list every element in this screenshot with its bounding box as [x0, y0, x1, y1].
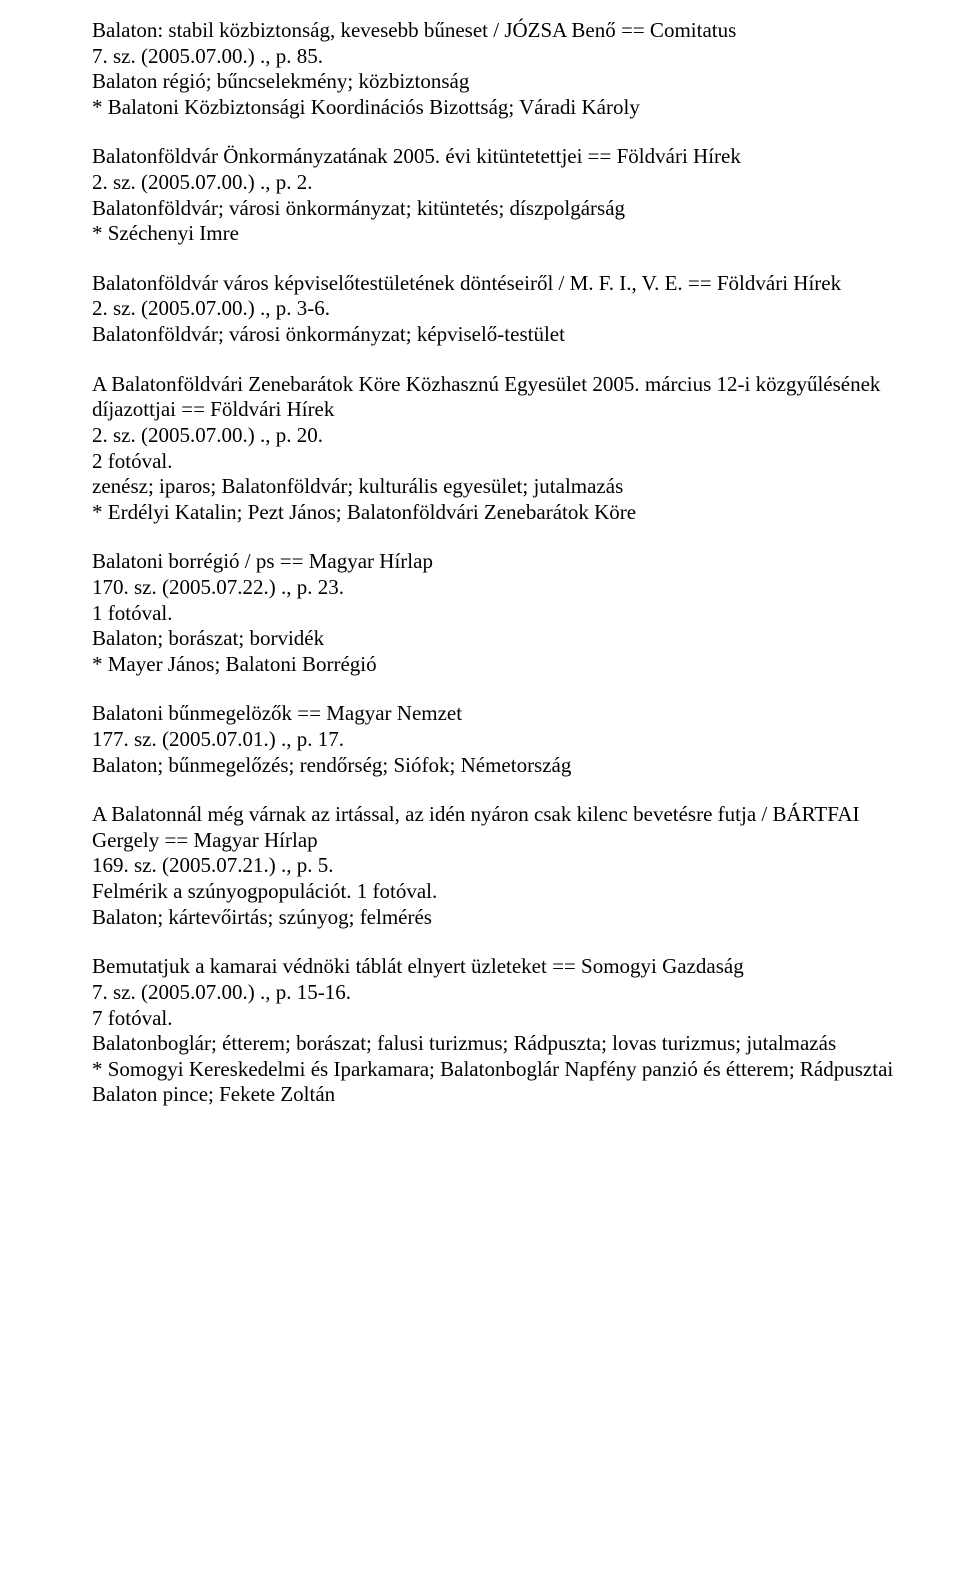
- bibliography-entry: Balatoni bűnmegelözők == Magyar Nemzet17…: [92, 701, 900, 778]
- bibliography-entry: Balatoni borrégió / ps == Magyar Hírlap1…: [92, 549, 900, 677]
- entry-line: * Balatoni Közbiztonsági Koordinációs Bi…: [92, 95, 900, 121]
- entry-line: Balaton régió; bűncselekmény; közbiztons…: [92, 69, 900, 95]
- entry-line: * Somogyi Kereskedelmi és Iparkamara; Ba…: [92, 1057, 900, 1108]
- entry-line: Felmérik a szúnyogpopulációt. 1 fotóval.: [92, 879, 900, 905]
- bibliography-entry: Balatonföldvár város képviselőtestületén…: [92, 271, 900, 348]
- document-page: Balaton: stabil közbiztonság, kevesebb b…: [0, 0, 960, 1148]
- entry-line: 169. sz. (2005.07.21.) ., p. 5.: [92, 853, 900, 879]
- entry-line: 2. sz. (2005.07.00.) ., p. 2.: [92, 170, 900, 196]
- entry-line: 2. sz. (2005.07.00.) ., p. 20.: [92, 423, 900, 449]
- entry-line: Balatoni borrégió / ps == Magyar Hírlap: [92, 549, 900, 575]
- entry-line: 7. sz. (2005.07.00.) ., p. 15-16.: [92, 980, 900, 1006]
- entry-line: Balatoni bűnmegelözők == Magyar Nemzet: [92, 701, 900, 727]
- entry-line: * Széchenyi Imre: [92, 221, 900, 247]
- bibliography-entry: Balatonföldvár Önkormányzatának 2005. év…: [92, 144, 900, 246]
- entry-line: Balaton; bűnmegelőzés; rendőrség; Siófok…: [92, 753, 900, 779]
- entry-line: Balatonföldvár; városi önkormányzat; kép…: [92, 322, 900, 348]
- bibliography-entry: A Balatonnál még várnak az irtással, az …: [92, 802, 900, 930]
- entry-line: 7 fotóval.: [92, 1006, 900, 1032]
- bibliography-entry: A Balatonföldvári Zenebarátok Köre Közha…: [92, 372, 900, 526]
- entry-line: 1 fotóval.: [92, 601, 900, 627]
- bibliography-entry: Balaton: stabil közbiztonság, kevesebb b…: [92, 18, 900, 120]
- entry-line: Balaton; borászat; borvidék: [92, 626, 900, 652]
- entry-line: zenész; iparos; Balatonföldvár; kulturál…: [92, 474, 900, 500]
- entry-line: Balatonföldvár; városi önkormányzat; kit…: [92, 196, 900, 222]
- entry-line: Balatonföldvár város képviselőtestületén…: [92, 271, 900, 297]
- entry-line: Bemutatjuk a kamarai védnöki táblát elny…: [92, 954, 900, 980]
- entry-line: * Erdélyi Katalin; Pezt János; Balatonfö…: [92, 500, 900, 526]
- entry-line: 177. sz. (2005.07.01.) ., p. 17.: [92, 727, 900, 753]
- entry-line: * Mayer János; Balatoni Borrégió: [92, 652, 900, 678]
- entry-line: Balaton: stabil közbiztonság, kevesebb b…: [92, 18, 900, 44]
- entry-line: A Balatonnál még várnak az irtással, az …: [92, 802, 900, 853]
- bibliography-entries: Balaton: stabil közbiztonság, kevesebb b…: [92, 18, 900, 1108]
- entry-line: 170. sz. (2005.07.22.) ., p. 23.: [92, 575, 900, 601]
- entry-line: Balatonföldvár Önkormányzatának 2005. év…: [92, 144, 900, 170]
- entry-line: 2 fotóval.: [92, 449, 900, 475]
- entry-line: A Balatonföldvári Zenebarátok Köre Közha…: [92, 372, 900, 423]
- entry-line: Balaton; kártevőirtás; szúnyog; felmérés: [92, 905, 900, 931]
- bibliography-entry: Bemutatjuk a kamarai védnöki táblát elny…: [92, 954, 900, 1108]
- entry-line: 7. sz. (2005.07.00.) ., p. 85.: [92, 44, 900, 70]
- entry-line: 2. sz. (2005.07.00.) ., p. 3-6.: [92, 296, 900, 322]
- entry-line: Balatonboglár; étterem; borászat; falusi…: [92, 1031, 900, 1057]
